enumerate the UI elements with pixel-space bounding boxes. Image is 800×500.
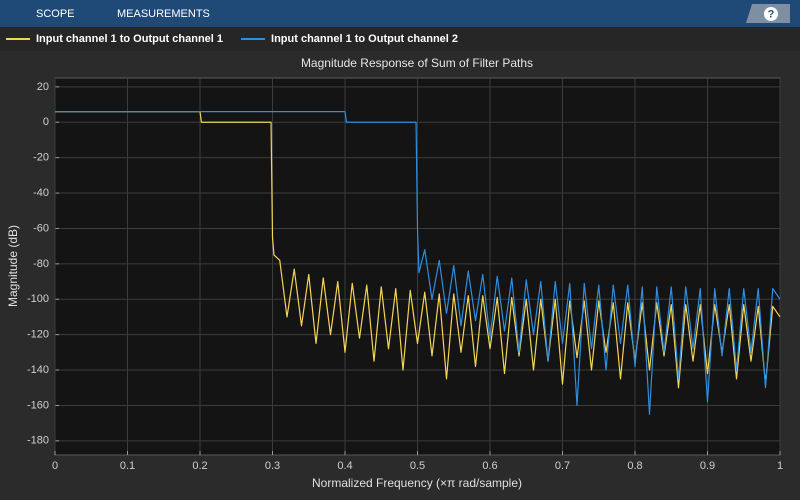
y-tick-label: 20 [37,81,49,93]
y-tick-label: -20 [33,152,49,164]
help-icon[interactable]: ? [768,8,775,20]
series-line [55,111,781,389]
x-tick-label: 0.5 [410,460,425,472]
chart-title: Magnitude Response of Sum of Filter Path… [301,56,533,70]
y-tick-label: -180 [27,435,49,447]
y-tick-label: -40 [33,187,49,199]
legend-label: Input channel 1 to Output channel 2 [271,33,458,45]
x-tick-label: 0.8 [627,460,642,472]
help-button[interactable] [764,7,778,21]
toolbar [0,0,800,27]
y-tick-label: 0 [43,116,49,128]
legend-bar [0,27,800,51]
x-tick-label: 0.1 [120,460,135,472]
tab-scope[interactable]: SCOPE [36,8,75,20]
x-tick-label: 0.2 [192,460,207,472]
legend-label: Input channel 1 to Output channel 1 [36,33,223,45]
y-tick-label: -160 [27,399,49,411]
y-axis-label: Magnitude (dB) [6,225,20,307]
x-tick-label: 0.4 [337,460,352,472]
x-tick-label: 1 [777,460,783,472]
y-tick-label: -120 [27,329,49,341]
x-tick-label: 0.7 [555,460,570,472]
x-tick-label: 0 [52,460,58,472]
series-line [55,111,781,415]
tab-measurements[interactable]: MEASUREMENTS [117,8,210,20]
x-axis-label: Normalized Frequency (×π rad/sample) [312,476,522,490]
y-tick-label: -60 [33,222,49,234]
x-tick-label: 0.3 [265,460,280,472]
y-tick-label: -100 [27,293,49,305]
x-tick-label: 0.9 [700,460,715,472]
y-tick-label: -80 [33,258,49,270]
x-tick-label: 0.6 [482,460,497,472]
y-tick-label: -140 [27,364,49,376]
